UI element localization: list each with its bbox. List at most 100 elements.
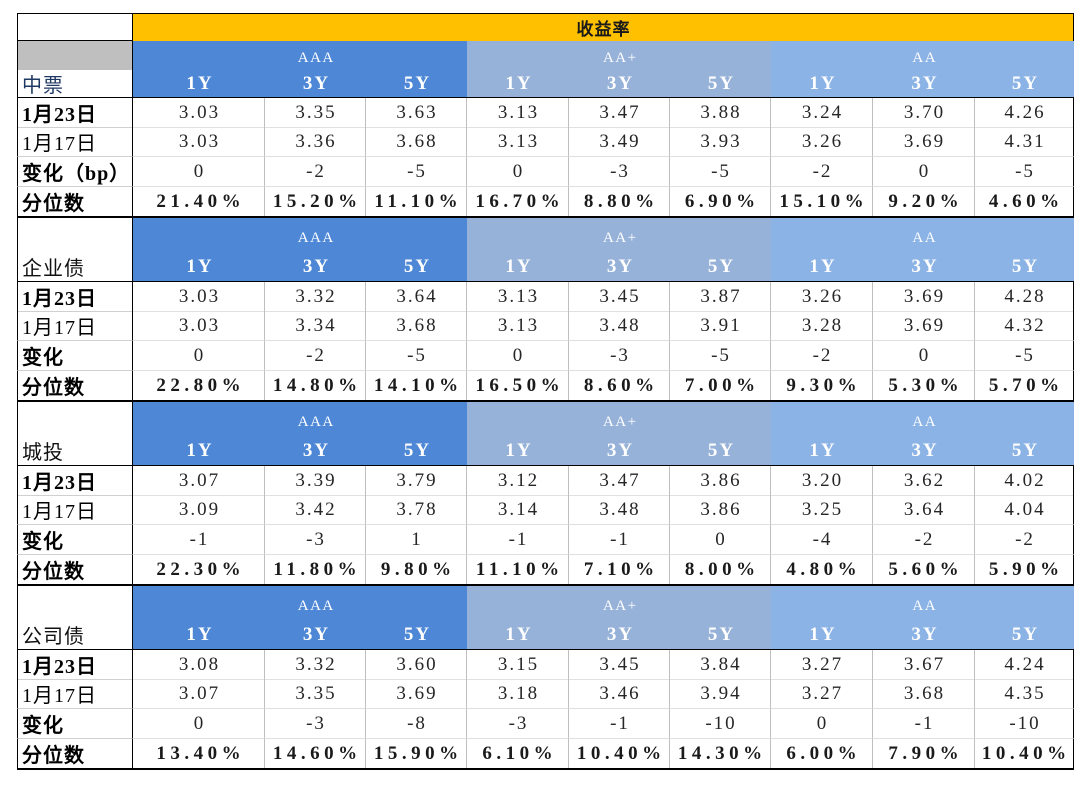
section-3-tenor-aa-plus-1y-label: 1Y (505, 439, 533, 461)
section-3-aaa-3y-header: AAA 3Y (265, 402, 366, 465)
section-1-tenor-aa-5y-label: 5Y (1011, 72, 1040, 94)
section-4-aa-1y-header: 1Y (771, 586, 873, 649)
title-corner-cell (17, 13, 133, 41)
section-1-rating-aa-label: AA (912, 49, 938, 66)
section-3-row-change-label: 变化 (17, 525, 133, 555)
section-2-tenor-aa-3y-label: 3Y (911, 255, 939, 277)
section-4-jan17-aaa-5y-cell: 3.69 (366, 679, 467, 709)
section-4-jan17-aa-1y-cell: 3.27 (771, 679, 873, 709)
section-3-row-percentile: 分位数 22.30% 11.80% 9.80% 11.10% 7.10% 8.00% 4.80… (17, 555, 1074, 586)
section-3-jan17-aa-plus-3y-cell: 3.48 (569, 495, 670, 525)
section-2-row-jan17-label: 1月17日 (17, 311, 133, 341)
section-4-jan17-aa-plus-3y-cell: 3.46 (569, 679, 670, 709)
section-1-percentile-aa-plus-1y-cell: 16.70% (467, 187, 569, 216)
section-3-change-aa-plus-5y-cell: 0 (670, 525, 771, 555)
section-1-change-aa-3y-cell: 0 (873, 157, 975, 187)
section-1-aaa-1y-header: 1Y (133, 41, 265, 97)
section-3-jan17-aaa-1y-cell: 3.09 (133, 495, 265, 525)
section-1-row-change-label: 变化（bp） (17, 157, 133, 187)
section-2-change-aa-plus-1y-cell: 0 (467, 341, 569, 371)
section-3-aaa-1y-header: 1Y (133, 402, 265, 465)
section-4-tenor-aa-plus-1y-label: 1Y (505, 623, 533, 645)
section-2-jan17-aa-plus-1y-cell: 3.13 (467, 311, 569, 341)
section-1-aaa-5y-header: 5Y (366, 41, 467, 97)
section-1-percentile-aa-plus-3y-cell: 8.80% (569, 187, 670, 216)
section-2-change-aa-3y-cell: 0 (873, 341, 975, 371)
section-2-jan17-aaa-5y-cell: 3.68 (366, 311, 467, 341)
section-2-percentile-aa-3y-cell: 5.30% (873, 371, 975, 400)
section-1-corner-shade (18, 41, 132, 70)
section-4-percentile-aaa-3y-cell: 14.60% (265, 739, 366, 768)
section-4-tenor-aa-5y-label: 5Y (1011, 623, 1040, 645)
section-2-percentile-aaa-3y-cell: 14.80% (265, 371, 366, 400)
section-2-jan23-aa-3y-cell: 3.69 (873, 282, 975, 312)
section-2-change-aaa-3y-cell: -2 (265, 341, 366, 371)
section-4-percentile-aa-plus-1y-cell: 6.10% (467, 739, 569, 768)
section-4-row-jan23-label: 1月23日 (17, 650, 133, 680)
section-4-change-aa-1y-cell: 0 (771, 709, 873, 739)
section-4-rating-aa-plus-label: AA+ (602, 597, 638, 614)
section-2-aa-plus-1y-header: 1Y (467, 218, 569, 281)
section-3-tenor-aa-5y-label: 5Y (1011, 439, 1040, 461)
section-4-tenor-aa-plus-3y-label: 3Y (606, 623, 635, 645)
section-2-percentile-aa-5y-cell: 5.70% (975, 371, 1074, 400)
section-3-change-aaa-3y-cell: -3 (265, 525, 366, 555)
section-3-jan17-aa-1y-cell: 3.25 (771, 495, 873, 525)
section-1-percentile-aaa-5y-cell: 11.10% (366, 187, 467, 216)
section-1-row-jan23: 1月23日 3.03 3.35 3.63 3.13 3.47 3.88 3.24 3.70 4.2… (17, 97, 1074, 128)
section-4-aaa-3y-header: AAA 3Y (265, 586, 366, 649)
section-1-jan23-aa-1y-cell: 3.24 (771, 98, 873, 128)
section-4-tenor-aaa-5y-label: 5Y (403, 623, 432, 645)
section-1-jan23-aaa-5y-cell: 3.63 (366, 98, 467, 128)
section-3-aa-1y-header: 1Y (771, 402, 873, 465)
section-4-tenor-aa-plus-5y-label: 5Y (707, 623, 736, 645)
section-3-jan23-aaa-5y-cell: 3.79 (366, 466, 467, 496)
section-1-row-jan23-label: 1月23日 (17, 98, 133, 128)
section-3-aa-plus-1y-header: 1Y (467, 402, 569, 465)
section-2-percentile-aa-plus-3y-cell: 8.60% (569, 371, 670, 400)
section-2-tenor-aa-1y-label: 1Y (809, 255, 837, 277)
section-2-name: 企业债 (22, 258, 85, 280)
section-2-change-aa-plus-5y-cell: -5 (670, 341, 771, 371)
section-4-jan23-aa-1y-cell: 3.27 (771, 650, 873, 680)
section-4-tenor-aa-1y-label: 1Y (809, 623, 837, 645)
section-4-change-aaa-3y-cell: -3 (265, 709, 366, 739)
section-3-percentile-aa-3y-cell: 5.60% (873, 555, 975, 584)
section-1-tenor-aa-3y-label: 3Y (911, 72, 939, 94)
section-4-aaa-5y-header: 5Y (366, 586, 467, 649)
section-2-jan17-aaa-1y-cell: 3.03 (133, 311, 265, 341)
section-3-change-aa-3y-cell: -2 (873, 525, 975, 555)
section-4-aa-plus-1y-header: 1Y (467, 586, 569, 649)
section-2-jan23-aaa-3y-cell: 3.32 (265, 282, 366, 312)
section-2-aa-plus-3y-header: AA+ 3Y (569, 218, 670, 281)
section-1-jan17-aa-plus-5y-cell: 3.93 (670, 127, 771, 157)
section-1-change-aa-1y-cell: -2 (771, 157, 873, 187)
section-1-label-cell: 中票 (17, 41, 133, 97)
section-3-tenor-aaa-1y-label: 1Y (186, 439, 214, 461)
section-2-change-aa-1y-cell: -2 (771, 341, 873, 371)
section-3-percentile-aa-plus-3y-cell: 7.10% (569, 555, 670, 584)
section-3-jan23-aaa-1y-cell: 3.07 (133, 466, 265, 496)
section-1-jan23-aa-plus-3y-cell: 3.47 (569, 98, 670, 128)
section-4-change-aa-plus-5y-cell: -10 (670, 709, 771, 739)
section-2-row-percentile-label: 分位数 (17, 371, 133, 400)
section-4-tenor-aa-3y-label: 3Y (911, 623, 939, 645)
section-1-aa-plus-5y-header: 5Y (670, 41, 771, 97)
section-4-change-aa-plus-1y-cell: -3 (467, 709, 569, 739)
section-2-aa-plus-5y-header: 5Y (670, 218, 771, 281)
section-2-jan17-aa-1y-cell: 3.28 (771, 311, 873, 341)
section-2-percentile-aaa-5y-cell: 14.10% (366, 371, 467, 400)
section-4-row-percentile-label: 分位数 (17, 739, 133, 768)
section-3-change-aaa-1y-cell: -1 (133, 525, 265, 555)
section-1-tenor-aaa-1y-label: 1Y (186, 72, 214, 94)
section-1-percentile-aa-5y-cell: 4.60% (975, 187, 1074, 216)
section-1-tenor-aaa-3y-label: 3Y (302, 72, 331, 94)
section-3-aaa-5y-header: 5Y (366, 402, 467, 465)
section-2-jan23-aa-5y-cell: 4.28 (975, 282, 1074, 312)
section-1-rating-aaa-label: AAA (297, 49, 335, 66)
section-3-jan17-aa-3y-cell: 3.64 (873, 495, 975, 525)
title-row: 收益率 (17, 13, 1074, 41)
section-3-percentile-aa-plus-5y-cell: 8.00% (670, 555, 771, 584)
section-3-jan17-aa-5y-cell: 4.04 (975, 495, 1074, 525)
section-4-jan17-aa-plus-5y-cell: 3.94 (670, 679, 771, 709)
